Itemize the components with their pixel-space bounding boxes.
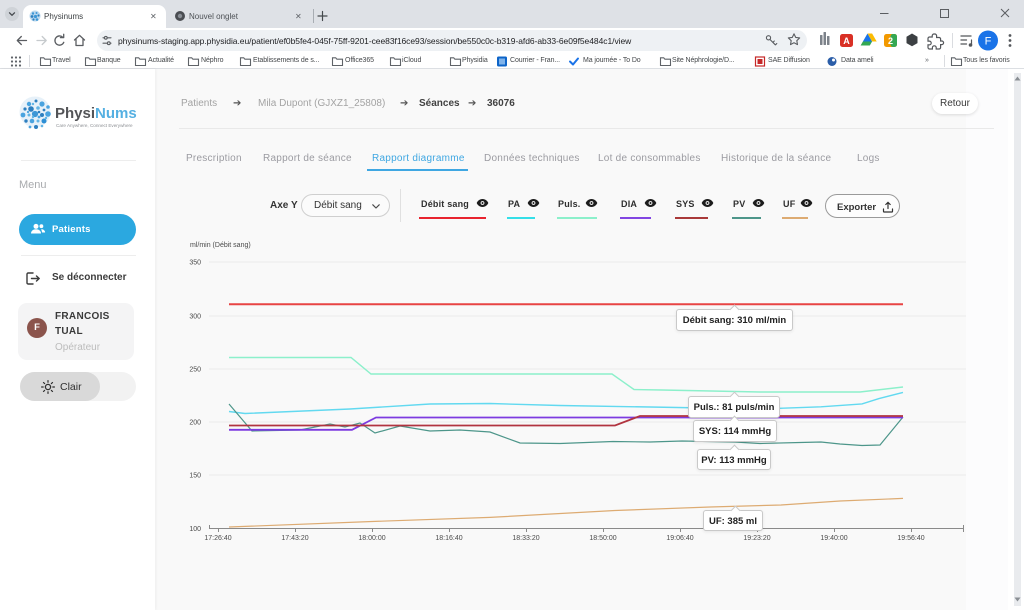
svg-text:350: 350 xyxy=(189,260,201,267)
svg-text:17:43:20: 17:43:20 xyxy=(281,535,308,542)
svg-text:17:26:40: 17:26:40 xyxy=(204,535,231,542)
svg-text:100: 100 xyxy=(189,526,201,533)
svg-text:19:06:40: 19:06:40 xyxy=(666,535,693,542)
svg-text:18:33:20: 18:33:20 xyxy=(512,535,539,542)
svg-text:200: 200 xyxy=(189,420,201,427)
svg-text:PhysiNums: PhysiNums xyxy=(55,105,137,122)
svg-text:18:50:00: 18:50:00 xyxy=(589,535,616,542)
svg-text:300: 300 xyxy=(189,314,201,321)
svg-text:19:56:40: 19:56:40 xyxy=(897,535,924,542)
svg-text:150: 150 xyxy=(189,473,201,480)
svg-text:2: 2 xyxy=(888,36,893,46)
svg-text:19:40:00: 19:40:00 xyxy=(820,535,847,542)
svg-text:Care Anywhere, Connect Everywh: Care Anywhere, Connect Everywhere xyxy=(56,123,133,128)
svg-text:18:16:40: 18:16:40 xyxy=(435,535,462,542)
svg-text:ml/min (Débit sang): ml/min (Débit sang) xyxy=(190,242,251,249)
svg-text:19:23:20: 19:23:20 xyxy=(743,535,770,542)
svg-text:250: 250 xyxy=(189,367,201,374)
svg-text:18:00:00: 18:00:00 xyxy=(358,535,385,542)
svg-text:F: F xyxy=(985,36,992,48)
svg-text:A: A xyxy=(843,36,850,46)
